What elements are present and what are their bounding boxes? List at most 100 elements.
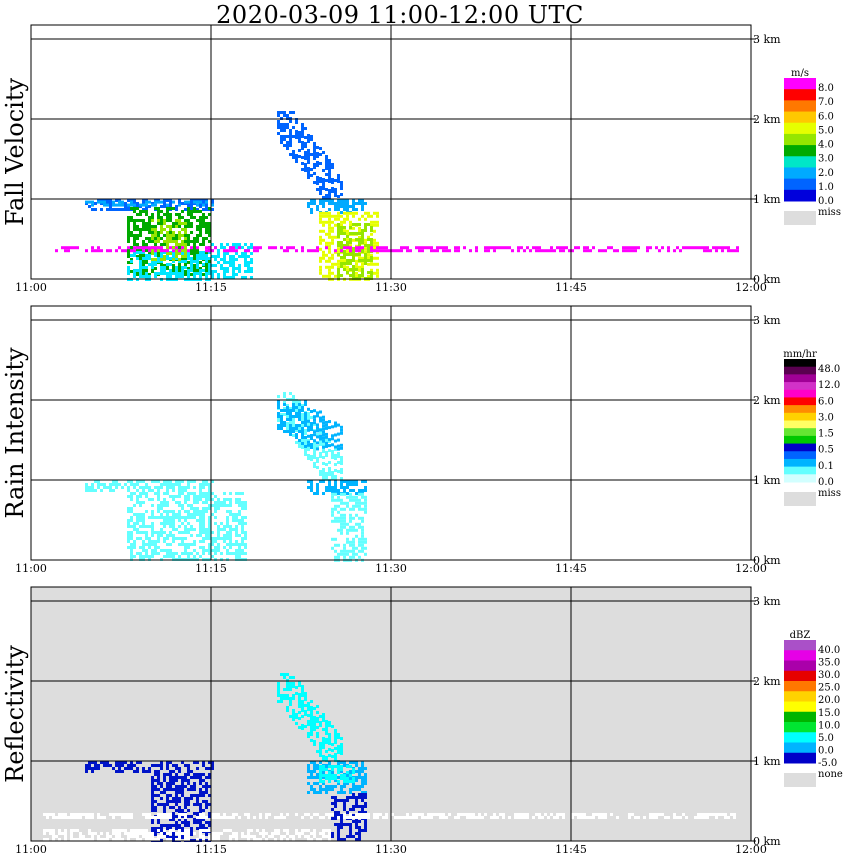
colorbar-swatch: [784, 752, 816, 764]
colorbar-swatch: [784, 451, 816, 460]
colorbar-missing-swatch: [784, 211, 816, 225]
y-tick-label: 1 km: [753, 193, 781, 206]
colorbar-missing-label: miss: [818, 488, 841, 499]
y-tick-label: 3 km: [753, 33, 781, 46]
y-tick-label: 2 km: [753, 394, 781, 407]
echo-6: [277, 111, 343, 201]
colorbar-swatch: [784, 189, 816, 202]
x-tick-label: 11:45: [555, 843, 587, 856]
x-tick-label: 11:15: [195, 843, 227, 856]
chart-title: 2020-03-09 11:00-12:00 UTC: [216, 1, 584, 29]
colorbar-label: 40.0: [818, 645, 840, 656]
colorbar-swatch: [784, 428, 816, 437]
echo-0: [85, 480, 214, 492]
x-tick-label: 11:45: [555, 281, 587, 294]
colorbar-swatch: [784, 100, 816, 113]
colorbar-swatch: [784, 178, 816, 191]
plot-frame: [30, 24, 752, 280]
colorbar-label: 3.0: [818, 412, 834, 423]
colorbar-missing-label: none: [818, 769, 843, 780]
colorbar-swatch: [784, 374, 816, 383]
x-tick-label: 11:15: [195, 281, 227, 294]
colorbar-swatch: [784, 701, 816, 713]
colorbar-swatch: [784, 420, 816, 429]
colorbar-swatch: [784, 458, 816, 468]
x-tick-label: 11:30: [375, 281, 407, 294]
colorbar-swatch: [784, 670, 816, 682]
panel-rain_intensity: 0 km 1 km 2 km 3 km 11:00 11:15 11:30 11:45 12:0…: [1, 305, 841, 575]
colorbar: dBZ 40.0 35.030.0 25.020.0 15.010.0 5.00.0 -5.…: [784, 630, 843, 787]
colorbar-unit: mm/hr: [783, 349, 817, 360]
colorbar-unit: m/s: [791, 68, 809, 79]
colorbar-label: -5.0: [818, 758, 837, 769]
colorbar-swatch: [784, 412, 816, 421]
colorbar-swatch: [784, 660, 816, 672]
echo-10: [55, 246, 739, 253]
x-tick-label: 11:00: [15, 281, 47, 294]
colorbar-missing-label: miss: [818, 207, 841, 218]
panel-y-label: Reflectivity: [1, 645, 29, 783]
colorbar-label: 30.0: [818, 670, 840, 681]
colorbar-swatch: [784, 78, 816, 90]
colorbar-label: 8.0: [818, 83, 834, 94]
colorbar-label: 0.0: [818, 477, 834, 488]
colorbar-unit: dBZ: [790, 630, 811, 641]
echo-4: [319, 765, 355, 783]
echo-1: [127, 492, 247, 561]
colorbar-label: 4.0: [818, 140, 834, 151]
colorbar-missing-swatch: [784, 773, 816, 787]
colorbar-label: 0.5: [818, 445, 834, 456]
colorbar-swatch: [784, 691, 816, 702]
colorbar-swatch: [784, 405, 816, 414]
colorbar-label: 35.0: [818, 658, 840, 669]
echo-9: [337, 223, 373, 280]
panel-y-label: Rain Intensity: [1, 347, 29, 519]
colorbar-label: 1.5: [818, 429, 834, 440]
colorbar-swatch: [784, 742, 816, 754]
colorbar-swatch: [784, 111, 816, 124]
panel-reflectivity: 0 km 1 km 2 km 3 km 11:00 11:15 11:30 11:45 12:0…: [1, 586, 843, 856]
y-tick-label: 0 km: [753, 835, 781, 848]
colorbar-label: 6.0: [818, 396, 834, 407]
colorbar-label: 48.0: [818, 364, 840, 375]
panel-fall_velocity: 0 km 1 km 2 km 3 km 11:00 11:15 11:30 11:45 12:0…: [1, 24, 841, 294]
colorbar-label: 6.0: [818, 111, 834, 122]
y-tick-label: 3 km: [753, 595, 781, 608]
colorbar-swatch: [784, 466, 816, 475]
colorbar-swatch: [784, 145, 816, 157]
colorbar-swatch: [784, 389, 816, 398]
x-tick-label: 11:00: [15, 562, 47, 575]
colorbar-swatch: [784, 359, 816, 368]
colorbar-swatch: [784, 650, 816, 661]
echo-1: [85, 200, 214, 207]
colorbar-swatch: [784, 443, 816, 452]
x-tick-label: 11:30: [375, 843, 407, 856]
colorbar-swatch: [784, 133, 816, 146]
panel-y-label: Fall Velocity: [1, 78, 29, 227]
x-tick-label: 12:00: [735, 281, 767, 294]
plot-frame: [30, 586, 752, 842]
colorbar-swatch: [784, 640, 816, 651]
colorbar-missing-swatch: [784, 492, 816, 506]
x-tick-label: 12:00: [735, 843, 767, 856]
colorbar-label: 1.0: [818, 182, 834, 193]
colorbar-swatch: [784, 156, 816, 168]
colorbar-swatch: [784, 681, 816, 692]
colorbar-label: 0.0: [818, 196, 834, 207]
echo-3: [277, 400, 343, 451]
colorbar-label: 10.0: [818, 720, 840, 731]
x-tick-label: 11:45: [555, 562, 587, 575]
echo-5: [151, 219, 187, 261]
colorbar-label: 20.0: [818, 695, 840, 706]
colorbar-label: 7.0: [818, 97, 834, 108]
echo-7: [43, 829, 331, 841]
colorbar-swatch: [784, 167, 816, 180]
plot-frame: [30, 305, 752, 561]
colorbar-swatch: [784, 122, 816, 135]
y-tick-label: 1 km: [753, 474, 781, 487]
y-tick-label: 0 km: [753, 273, 781, 286]
colorbar-label: 15.0: [818, 708, 840, 719]
